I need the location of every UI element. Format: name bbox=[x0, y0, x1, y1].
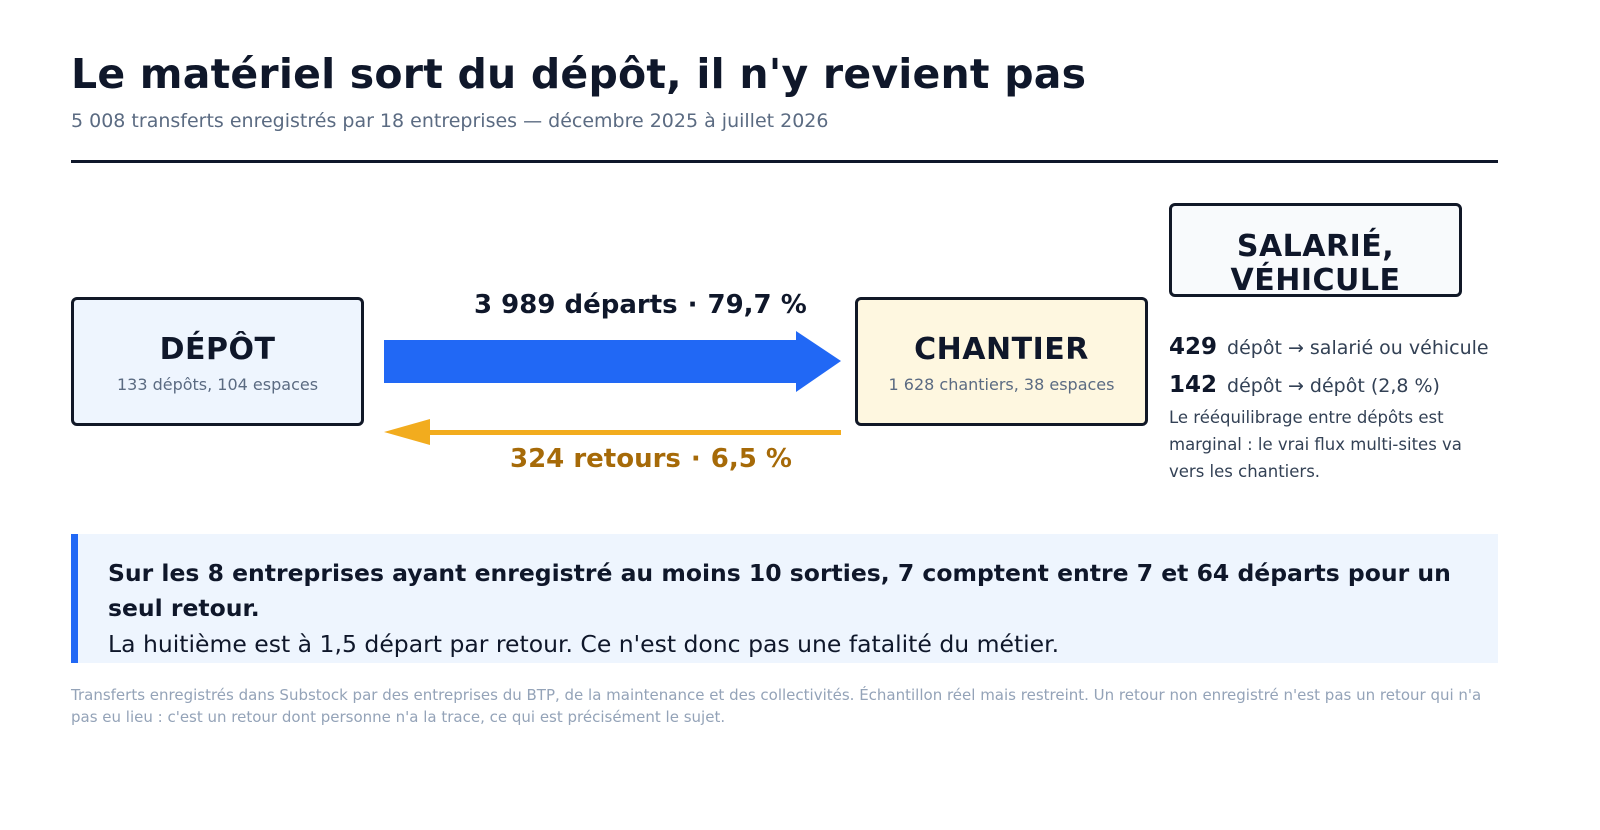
chantier-subtitle: 1 628 chantiers, 38 espaces bbox=[888, 375, 1115, 394]
retours-label: 324 retours · 6,5 % bbox=[510, 444, 792, 474]
stat-depot-depot: 142 dépôt → dépôt (2,8 %) bbox=[1169, 372, 1440, 398]
source-footnote: Transferts enregistrés dans Substock par… bbox=[71, 686, 1482, 726]
callout-headline: Sur les 8 entreprises ayant enregistré a… bbox=[108, 559, 1451, 622]
stat-depot-salarie: 429 dépôt → salarié ou véhicule bbox=[1169, 334, 1489, 360]
departs-label: 3 989 départs · 79,7 % bbox=[474, 290, 807, 320]
salarie-title-line1: SALARIÉ, bbox=[1236, 229, 1395, 264]
salarie-vehicule-node: SALARIÉ, VÉHICULE bbox=[1169, 203, 1462, 298]
stat-value: 142 bbox=[1169, 372, 1218, 398]
retours-separator: · bbox=[690, 444, 701, 474]
depot-title: DÉPÔT bbox=[159, 332, 276, 367]
header-divider bbox=[71, 160, 1498, 163]
stat-label: dépôt → dépôt (2,8 %) bbox=[1227, 375, 1440, 397]
departs-arrow bbox=[384, 331, 841, 392]
key-finding-callout: Sur les 8 entreprises ayant enregistré a… bbox=[71, 534, 1498, 663]
page-title: Le matériel sort du dépôt, il n'y revien… bbox=[71, 50, 1087, 98]
retours-count: 324 retours bbox=[510, 444, 681, 474]
departs-count: 3 989 départs bbox=[474, 290, 678, 320]
salarie-title-line2: VÉHICULE bbox=[1230, 263, 1401, 298]
stat-label: dépôt → salarié ou véhicule bbox=[1227, 337, 1489, 359]
stat-note: Le rééquilibrage entre dépôts est margin… bbox=[1169, 408, 1462, 481]
departs-share: 79,7 % bbox=[707, 290, 807, 320]
retours-arrow-shaft bbox=[428, 430, 841, 435]
retours-share: 6,5 % bbox=[710, 444, 792, 474]
chantier-node: CHANTIER 1 628 chantiers, 38 espaces bbox=[855, 297, 1148, 426]
page-subtitle: 5 008 transferts enregistrés par 18 entr… bbox=[71, 110, 829, 132]
callout-body: La huitième est à 1,5 départ par retour.… bbox=[108, 630, 1060, 658]
retours-arrow-head bbox=[384, 419, 430, 445]
depot-subtitle: 133 dépôts, 104 espaces bbox=[116, 375, 319, 394]
departs-separator: · bbox=[687, 290, 698, 320]
depot-node: DÉPÔT 133 dépôts, 104 espaces bbox=[71, 297, 364, 426]
chantier-title: CHANTIER bbox=[914, 332, 1089, 367]
stat-value: 429 bbox=[1169, 334, 1218, 360]
